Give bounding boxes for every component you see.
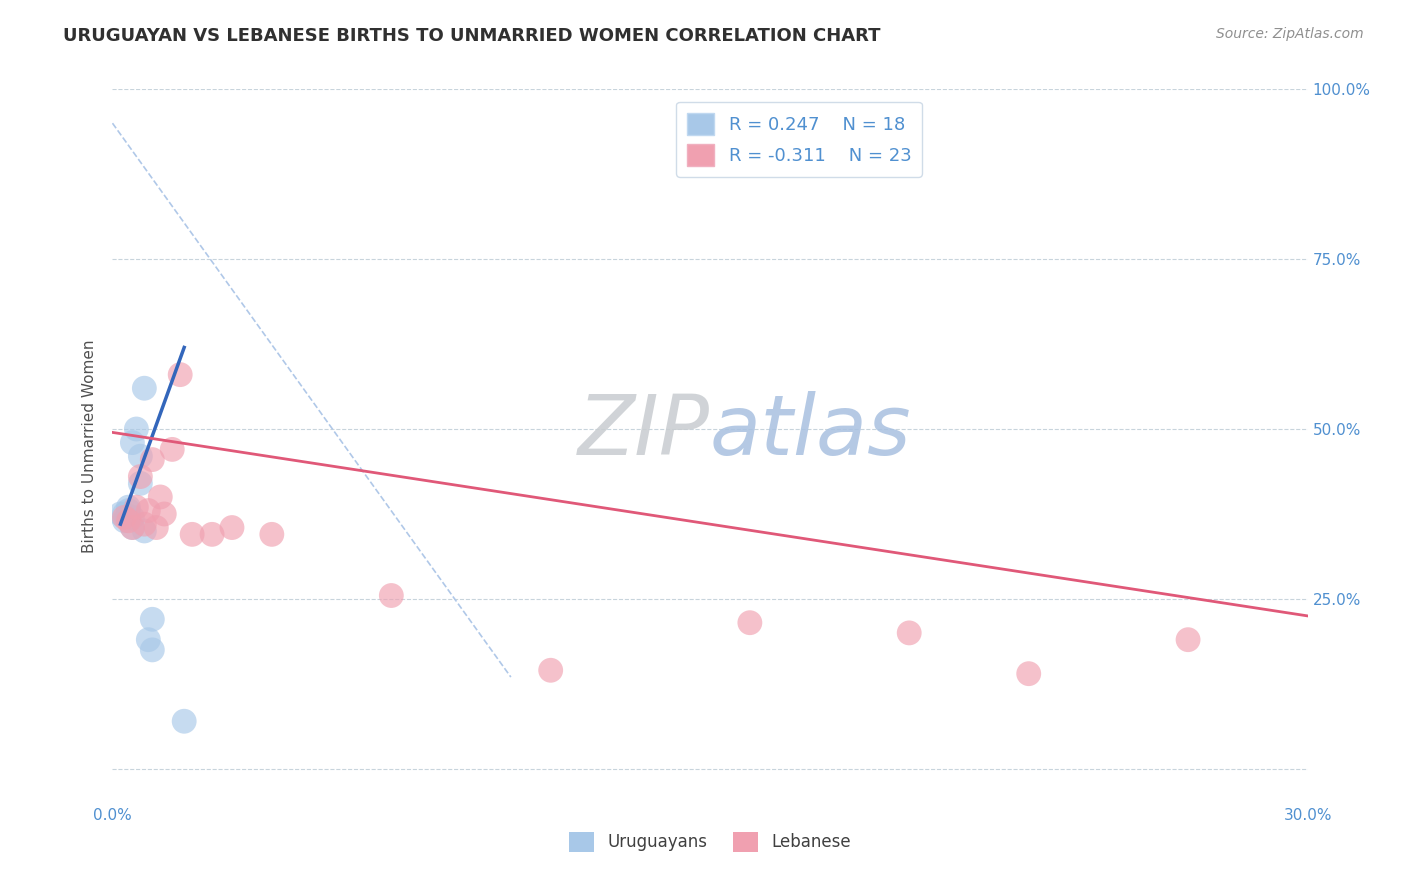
Point <box>1018 666 1040 681</box>
Y-axis label: Births to Unmarried Women: Births to Unmarried Women <box>82 339 97 553</box>
Point <box>117 500 139 515</box>
Point <box>117 510 139 524</box>
Point <box>125 500 148 515</box>
Point <box>738 615 761 630</box>
Point <box>110 507 132 521</box>
Point <box>138 503 160 517</box>
Point <box>129 449 152 463</box>
Point <box>169 368 191 382</box>
Point <box>380 589 402 603</box>
Point <box>121 435 143 450</box>
Point <box>134 381 156 395</box>
Point <box>260 527 283 541</box>
Point <box>149 490 172 504</box>
Point <box>162 442 183 457</box>
Point <box>201 527 224 541</box>
Point <box>134 524 156 538</box>
Point <box>181 527 204 541</box>
Point <box>117 514 139 528</box>
Text: Source: ZipAtlas.com: Source: ZipAtlas.com <box>1216 27 1364 41</box>
Point <box>173 714 195 729</box>
Point <box>221 520 243 534</box>
Point <box>145 520 167 534</box>
Text: URUGUAYAN VS LEBANESE BIRTHS TO UNMARRIED WOMEN CORRELATION CHART: URUGUAYAN VS LEBANESE BIRTHS TO UNMARRIE… <box>63 27 880 45</box>
Point <box>898 626 921 640</box>
Point <box>134 517 156 532</box>
Text: atlas: atlas <box>710 392 911 472</box>
Point <box>153 507 176 521</box>
Point <box>141 612 163 626</box>
Point <box>141 643 163 657</box>
Point <box>121 520 143 534</box>
Point <box>114 514 135 528</box>
Text: ZIP: ZIP <box>578 392 710 472</box>
Point <box>114 510 135 524</box>
Point <box>125 422 148 436</box>
Point <box>117 503 139 517</box>
Point <box>121 520 143 534</box>
Point <box>114 507 135 521</box>
Point <box>129 476 152 491</box>
Point <box>121 510 143 524</box>
Point <box>1177 632 1199 647</box>
Point <box>138 632 160 647</box>
Legend: Uruguayans, Lebanese: Uruguayans, Lebanese <box>562 825 858 859</box>
Point <box>141 452 163 467</box>
Point <box>540 663 562 677</box>
Point <box>129 469 152 483</box>
